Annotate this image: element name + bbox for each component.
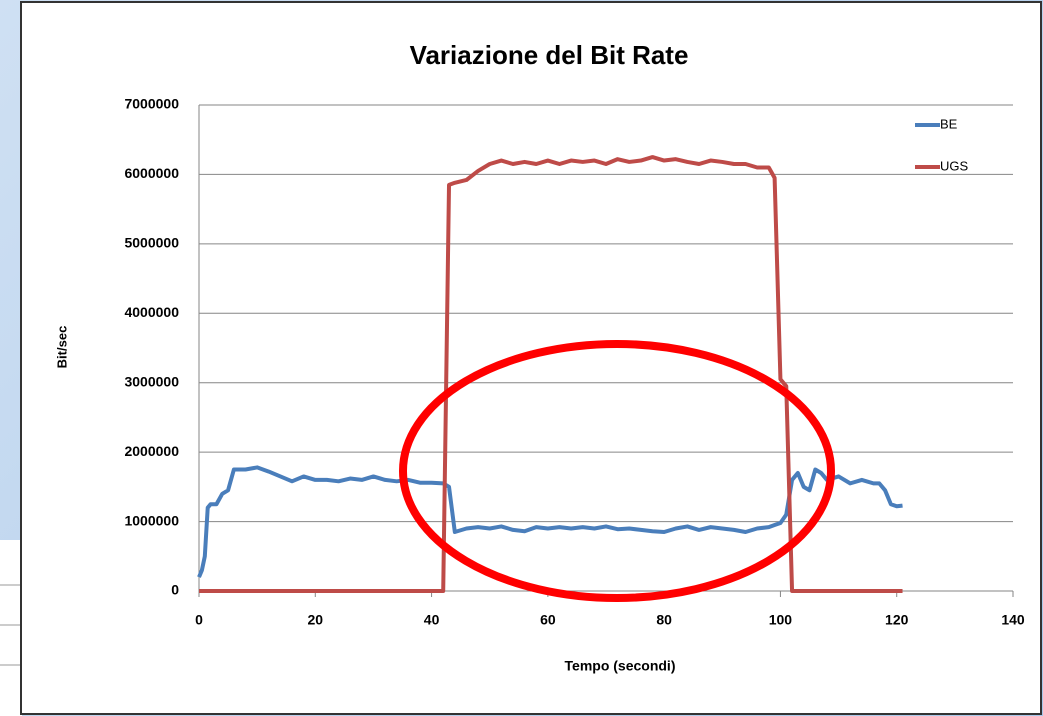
side-panel bbox=[0, 540, 22, 716]
x-tick-label: 80 bbox=[656, 612, 672, 628]
y-tick-label: 5000000 bbox=[124, 235, 179, 251]
y-tick-label: 7000000 bbox=[124, 96, 179, 112]
y-axis-title: Bit/sec bbox=[54, 326, 69, 369]
y-tick-label: 2000000 bbox=[124, 443, 179, 459]
series-line bbox=[197, 465, 903, 578]
x-tick-label: 0 bbox=[195, 612, 203, 628]
x-axis-title: Tempo (secondi) bbox=[565, 658, 676, 674]
y-tick-label: 1000000 bbox=[124, 512, 179, 528]
chart-title: Variazione del Bit Rate bbox=[410, 40, 689, 70]
y-tick-label: 6000000 bbox=[124, 165, 179, 181]
x-tick-label: 60 bbox=[540, 612, 556, 628]
y-tick-label: 3000000 bbox=[124, 373, 179, 389]
legend-label: UGS bbox=[940, 158, 969, 173]
highlight-ellipse bbox=[399, 340, 835, 602]
legend-label: BE bbox=[940, 116, 958, 131]
x-tick-label: 100 bbox=[769, 612, 793, 628]
series-line bbox=[199, 155, 903, 593]
y-tick-label: 4000000 bbox=[124, 304, 179, 320]
x-tick-label: 120 bbox=[885, 612, 909, 628]
x-tick-label: 140 bbox=[1001, 612, 1025, 628]
x-tick-label: 40 bbox=[424, 612, 440, 628]
y-tick-label: 0 bbox=[171, 582, 179, 598]
x-tick-label: 20 bbox=[307, 612, 323, 628]
